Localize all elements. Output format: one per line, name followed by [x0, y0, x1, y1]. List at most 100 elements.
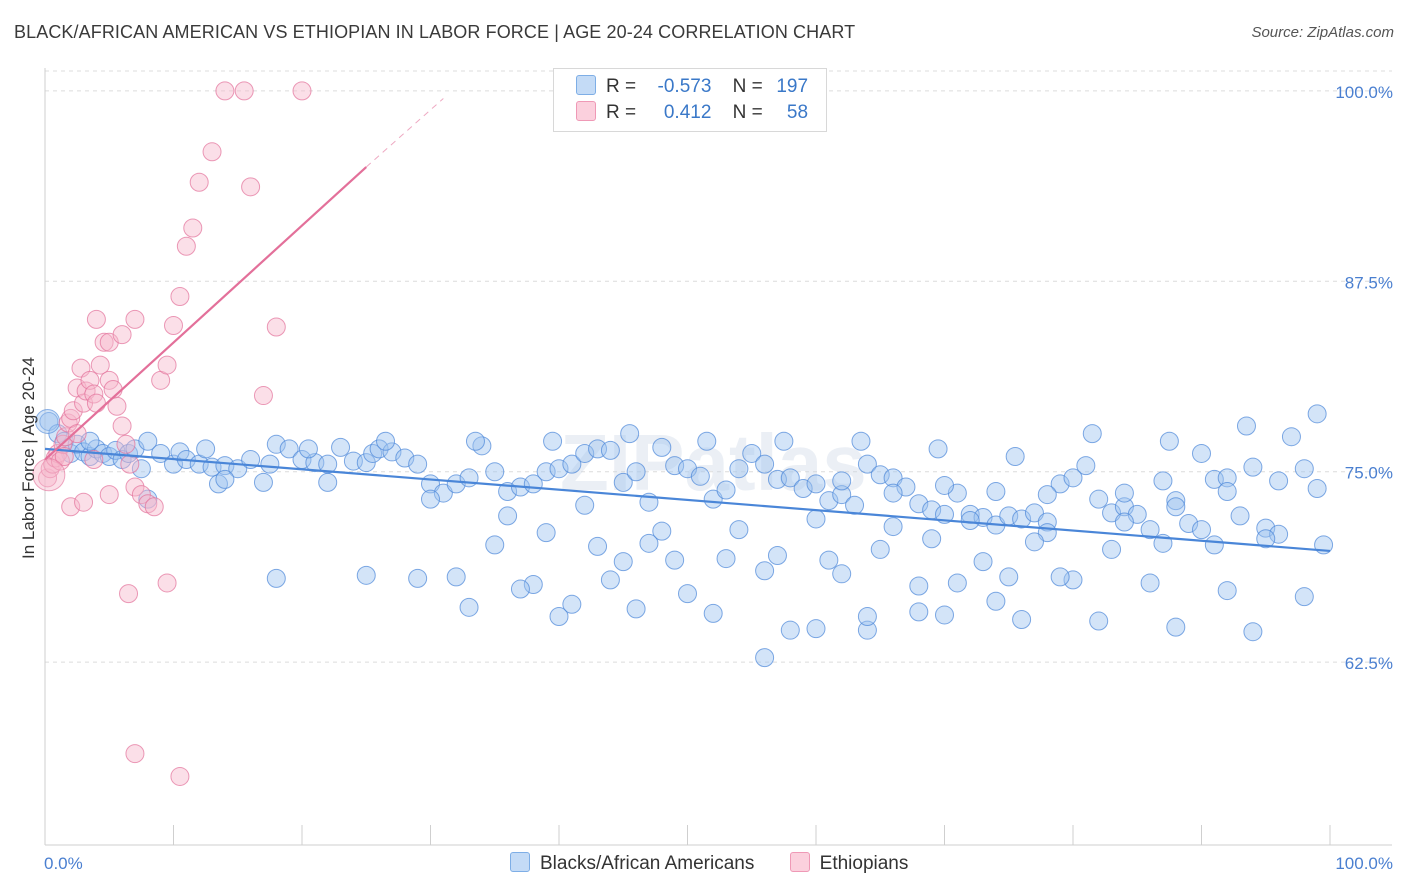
- point-blacks: [1024, 503, 1044, 523]
- point-blacks: [536, 523, 556, 543]
- point-ethiopians: [241, 177, 261, 197]
- point-ethiopians: [84, 450, 104, 470]
- point-blacks: [774, 431, 794, 451]
- trend-lines: [44, 98, 1331, 553]
- point-blacks: [1243, 457, 1263, 477]
- chart-title: BLACK/AFRICAN AMERICAN VS ETHIOPIAN IN L…: [14, 22, 856, 42]
- point-ethiopians: [164, 315, 183, 335]
- point-blacks: [1256, 529, 1276, 549]
- legend-r-value-ethiopians: 0.412: [663, 102, 712, 123]
- point-blacks: [1294, 459, 1314, 479]
- point-blacks: [266, 568, 286, 588]
- point-blacks: [1204, 535, 1224, 555]
- point-blacks: [1012, 509, 1032, 529]
- point-ethiopians: [103, 379, 123, 399]
- point-ethiopians: [253, 386, 273, 406]
- point-blacks: [382, 442, 402, 462]
- point-blacks: [613, 472, 633, 492]
- point-blacks: [1102, 539, 1122, 559]
- point-blacks: [1076, 456, 1096, 476]
- bottom-legend-label-blacks: Blacks/African Americans: [540, 853, 755, 874]
- point-blacks: [896, 477, 916, 497]
- point-blacks: [819, 550, 839, 570]
- point-blacks: [697, 431, 717, 451]
- point-blacks: [510, 579, 530, 599]
- point-ethiopians: [215, 81, 235, 101]
- legend-n-value-blacks: 197: [776, 76, 809, 97]
- trend-line-ethiopians: [44, 166, 367, 461]
- point-blacks: [421, 489, 440, 509]
- watermark: ZIPatlas: [560, 418, 867, 507]
- point-blacks: [549, 606, 569, 626]
- point-blacks: [395, 448, 415, 468]
- point-blacks: [806, 474, 826, 494]
- point-blacks: [1114, 483, 1134, 503]
- point-blacks: [767, 546, 787, 566]
- point-blacks: [620, 424, 640, 444]
- point-blacks: [652, 521, 672, 541]
- point-blacks: [549, 459, 569, 479]
- bottom-legend-label-ethiopians: Ethiopians: [819, 853, 909, 874]
- point-blacks: [131, 459, 151, 479]
- point-blacks: [870, 465, 890, 485]
- point-blacks: [755, 648, 775, 668]
- point-blacks: [1089, 611, 1109, 631]
- trend-line-ethiopians-extension: [365, 98, 444, 168]
- point-blacks: [1269, 471, 1289, 491]
- point-ethiopians: [67, 424, 87, 444]
- point-blacks: [935, 475, 954, 495]
- point-ethiopians: [292, 81, 312, 101]
- point-blacks: [883, 468, 903, 488]
- series-ethiopians: [32, 81, 312, 786]
- bottom-legend-swatch-ethiopians: [789, 852, 810, 872]
- point-blacks: [1256, 518, 1276, 538]
- point-blacks: [755, 454, 775, 474]
- point-blacks: [1166, 617, 1186, 637]
- point-blacks: [652, 437, 672, 457]
- point-blacks: [729, 459, 749, 479]
- point-blacks: [819, 491, 839, 511]
- point-blacks: [806, 619, 826, 639]
- point-blacks: [408, 454, 428, 474]
- point-blacks: [1179, 514, 1199, 534]
- point-blacks: [1307, 404, 1327, 424]
- point-blacks: [1192, 443, 1211, 463]
- point-blacks: [909, 602, 929, 622]
- point-blacks: [1024, 532, 1044, 552]
- point-blacks: [253, 472, 273, 492]
- point-ethiopians: [189, 172, 209, 192]
- y-axis-label: In Labor Force | Age 20-24: [19, 357, 38, 559]
- point-blacks: [1089, 489, 1109, 509]
- point-ethiopians: [107, 396, 127, 416]
- point-ethiopians: [119, 584, 139, 604]
- point-blacks: [215, 469, 235, 489]
- point-ethiopians: [125, 744, 145, 764]
- point-blacks: [1063, 468, 1083, 488]
- point-blacks: [408, 568, 428, 588]
- point-ethiopians: [94, 332, 114, 352]
- series-legend: Blacks/African Americans Ethiopians: [510, 852, 908, 875]
- point-blacks: [1217, 482, 1237, 502]
- legend-n-value-ethiopians: 58: [786, 102, 809, 123]
- legend-r-value-blacks: -0.573: [657, 76, 712, 97]
- point-blacks: [1269, 524, 1289, 544]
- point-blacks: [1166, 491, 1186, 511]
- point-blacks: [498, 506, 518, 526]
- point-ethiopians: [76, 381, 96, 401]
- y-tick-label: 87.5%: [1345, 273, 1393, 292]
- point-blacks: [1050, 567, 1070, 587]
- legend-row-blacks: R = -0.573 N = 197: [576, 75, 808, 101]
- point-blacks: [716, 480, 736, 500]
- y-tick-label: 75.0%: [1345, 464, 1393, 483]
- correlation-legend: R = -0.573 N = 197 R = 0.412 N = 58: [553, 68, 827, 132]
- legend-n-label: N =: [732, 102, 763, 123]
- point-ethiopians: [54, 447, 74, 466]
- point-ethiopians: [170, 287, 190, 307]
- point-ethiopians: [234, 81, 254, 101]
- source-label: Source: ZipAtlas.com: [1251, 24, 1394, 41]
- point-blacks: [1243, 622, 1263, 642]
- point-ethiopians: [61, 497, 81, 517]
- point-ethiopians: [74, 492, 94, 512]
- point-blacks: [1307, 478, 1327, 498]
